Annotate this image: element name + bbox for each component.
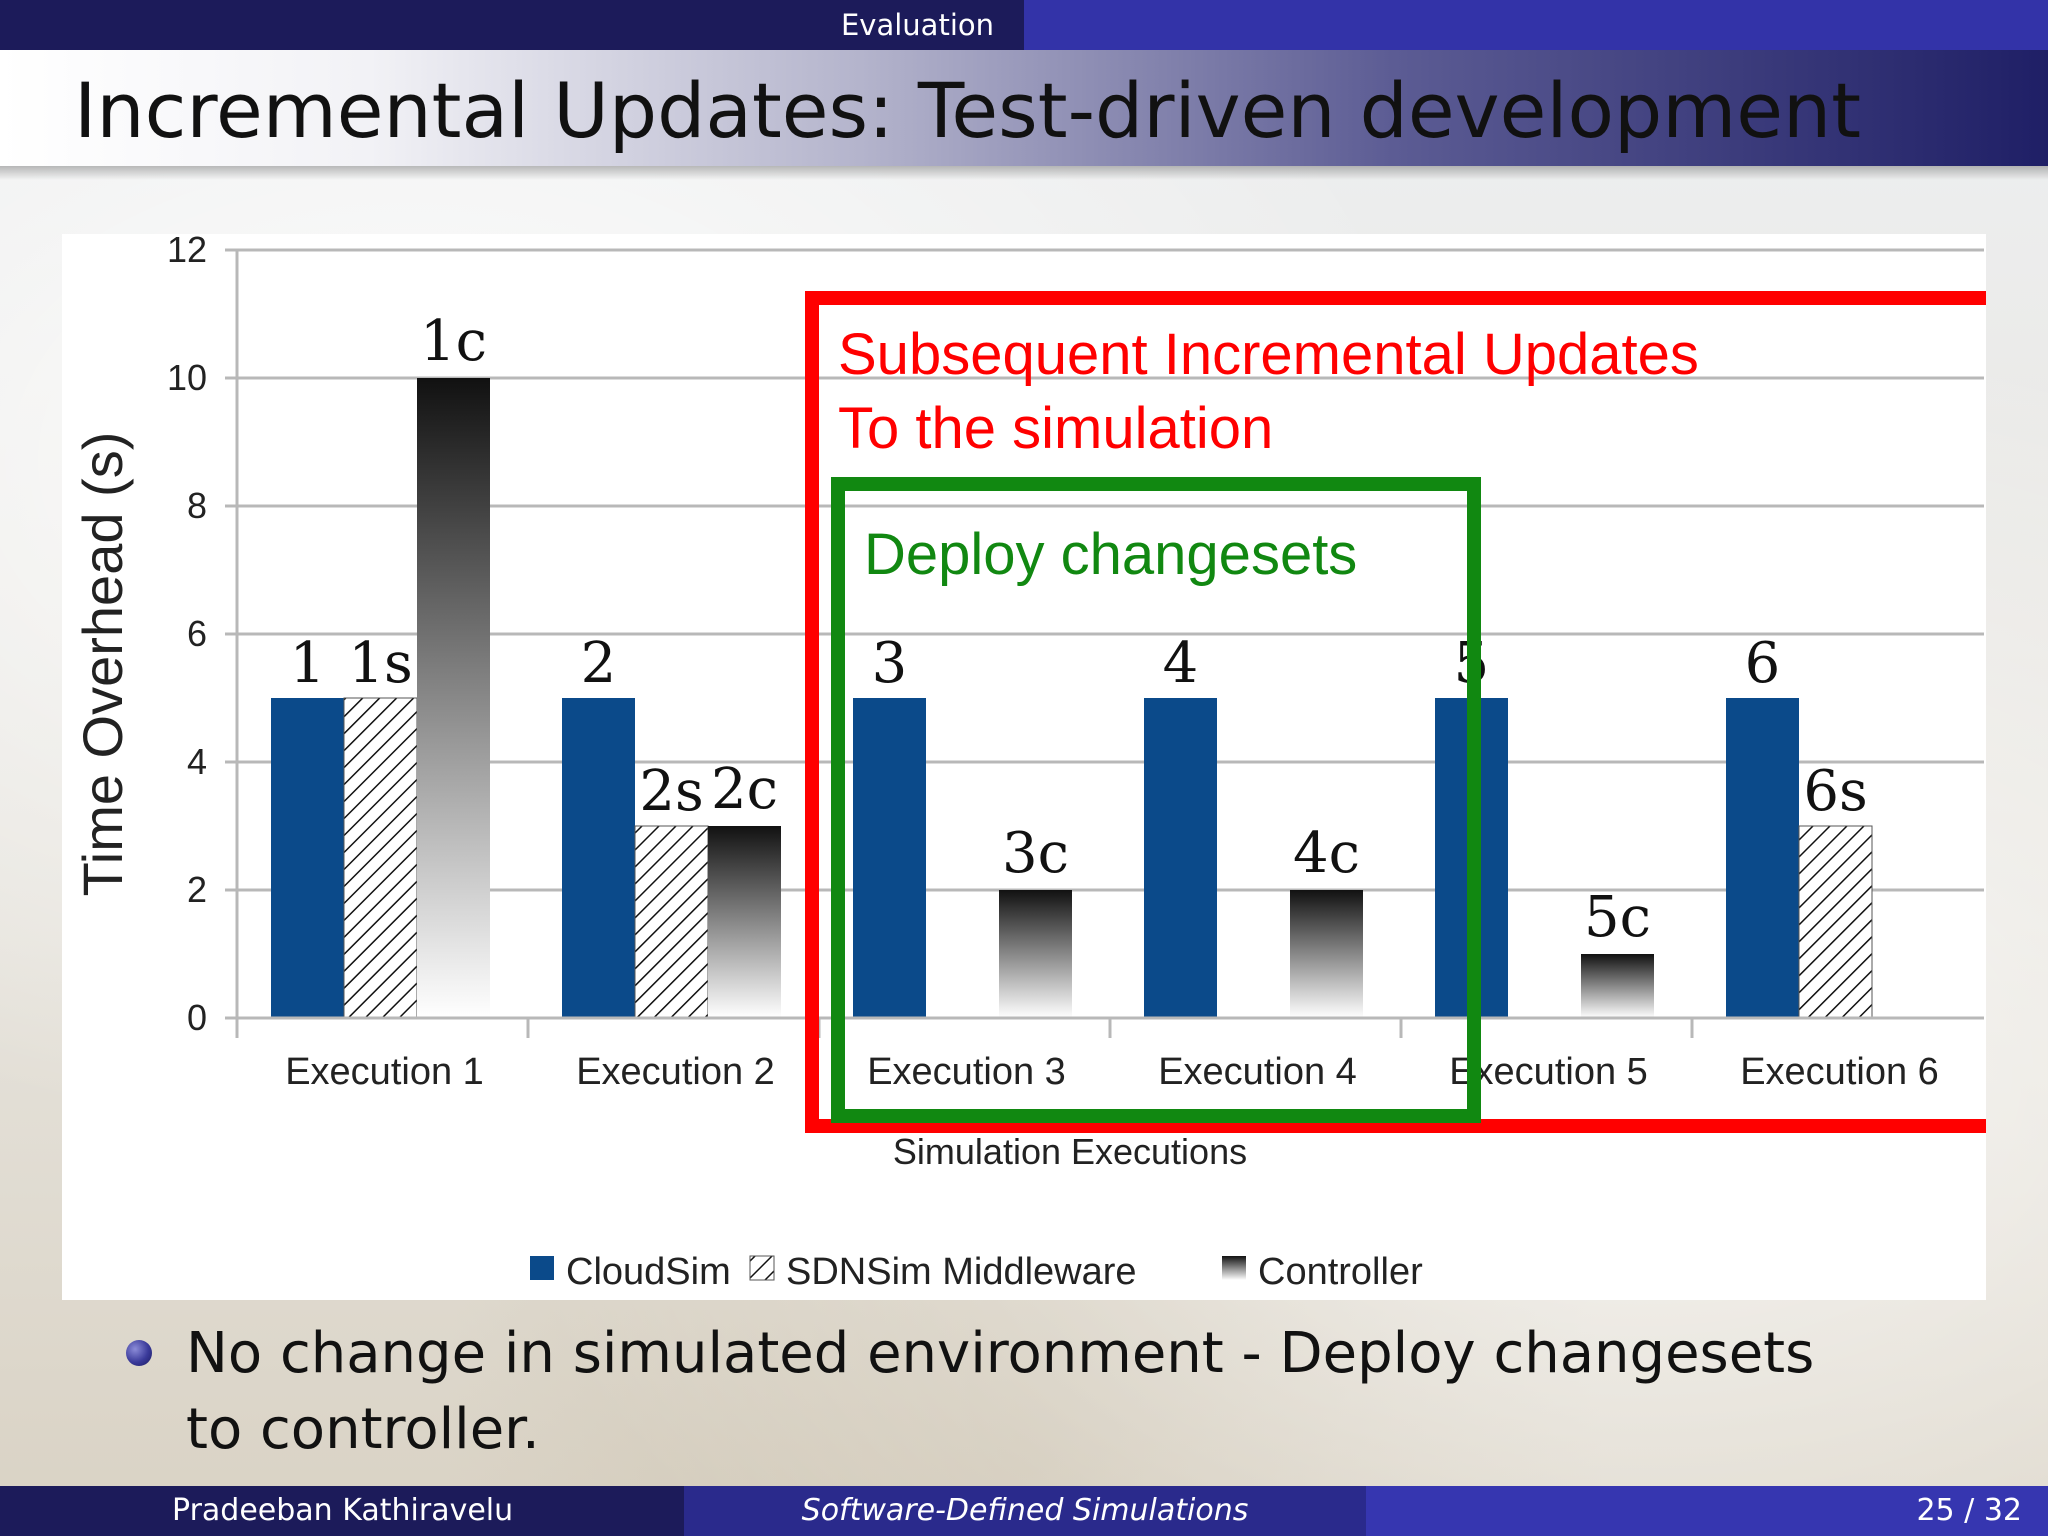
- legend: CloudSim SDNSim Middleware Controller: [530, 1251, 1423, 1293]
- title-bar: Incremental Updates: Test-driven develop…: [0, 50, 2048, 166]
- annotation-text: Subsequent Incremental Updates: [838, 322, 1699, 387]
- legend-label: SDNSim Middleware: [786, 1251, 1137, 1293]
- footer-bar: Pradeeban Kathiravelu Software-Defined S…: [0, 1486, 2048, 1536]
- bar-gradient: [1581, 954, 1654, 1018]
- bar-solid: [271, 698, 344, 1018]
- chart-panel: 1 1s 1c 2 2s 2c 3 3c 4 4c 5 5c 6 6s 0 2 4 6 8 10 12 Executio…: [62, 234, 1986, 1300]
- deploy-changesets-box: [831, 477, 1481, 1123]
- annotation-text: Deploy changesets: [864, 522, 1357, 587]
- bar-hatched: [343, 697, 418, 1019]
- bar-solid: [1144, 698, 1217, 1018]
- slide-title: Incremental Updates: Test-driven develop…: [74, 66, 1862, 155]
- top-navigation-bar: Evaluation: [0, 0, 2048, 50]
- x-tick-label: Execution 3: [867, 1051, 1066, 1093]
- bar-solid: [1726, 698, 1799, 1018]
- annotation-layer: Subsequent Incremental Updates To the sim…: [805, 291, 1986, 1133]
- x-tick-label: Execution 2: [576, 1051, 775, 1093]
- bar-gradient: [708, 826, 781, 1018]
- title-shadow: [0, 166, 2048, 180]
- data-label: 3: [872, 631, 908, 696]
- bar-gradient: [999, 890, 1072, 1018]
- legend-swatch-solid: [530, 1256, 554, 1280]
- data-label: 2c: [711, 757, 778, 822]
- y-tick-label: 0: [187, 997, 207, 1038]
- x-tick-label: Execution 5: [1449, 1051, 1648, 1093]
- data-label: 2: [581, 631, 617, 696]
- footer-talk-title[interactable]: Software-Defined Simulations: [684, 1486, 1366, 1536]
- data-label: 6s: [1803, 759, 1867, 824]
- data-label: 1c: [420, 309, 487, 374]
- x-axis-title: Simulation Executions: [893, 1131, 1247, 1172]
- bar-hatched: [634, 825, 709, 1019]
- bar-hatched: [1798, 825, 1873, 1019]
- data-label: 5c: [1584, 885, 1651, 950]
- legend-label: CloudSim: [566, 1251, 731, 1293]
- bar-gradient: [417, 378, 490, 1018]
- bar-solid: [853, 698, 926, 1018]
- footer-author[interactable]: Pradeeban Kathiravelu: [0, 1486, 684, 1536]
- data-label: 1s: [348, 631, 412, 696]
- y-axis-title: Time Overhead (s): [71, 432, 134, 897]
- section-label[interactable]: Evaluation: [840, 8, 994, 42]
- y-tick-label: 4: [187, 741, 207, 782]
- nav-right-section: [1024, 0, 2048, 50]
- data-label: 2s: [639, 759, 703, 824]
- annotation-text: To the simulation: [838, 396, 1273, 461]
- incremental-updates-box: [805, 291, 1986, 1133]
- data-label: 4c: [1293, 821, 1360, 886]
- data-label: 3c: [1002, 821, 1069, 886]
- bullet-text: No change in simulated environment - Dep…: [186, 1321, 1815, 1462]
- bar-gradient: [1290, 890, 1363, 1018]
- bullet-icon: [126, 1340, 152, 1366]
- nav-left-section: Evaluation: [0, 0, 1024, 50]
- legend-swatch-gradient: [1222, 1256, 1246, 1280]
- y-tick-label: 8: [187, 485, 207, 526]
- x-tick-label: Execution 6: [1740, 1051, 1939, 1093]
- legend-swatch-hatched: [749, 1255, 775, 1281]
- data-label: 6: [1745, 631, 1781, 696]
- y-tick-label: 2: [187, 869, 207, 910]
- y-tick-label: 6: [187, 613, 207, 654]
- footer-page-number: 25 / 32: [1366, 1486, 2048, 1536]
- x-tick-label: Execution 1: [285, 1051, 484, 1093]
- x-tick-label: Execution 4: [1158, 1051, 1357, 1093]
- legend-label: Controller: [1258, 1251, 1423, 1293]
- data-label: 1: [290, 631, 326, 696]
- data-label: 4: [1163, 631, 1199, 696]
- y-tick-label: 10: [167, 357, 207, 398]
- bar-solid: [562, 698, 635, 1018]
- y-tick-label: 12: [167, 234, 207, 270]
